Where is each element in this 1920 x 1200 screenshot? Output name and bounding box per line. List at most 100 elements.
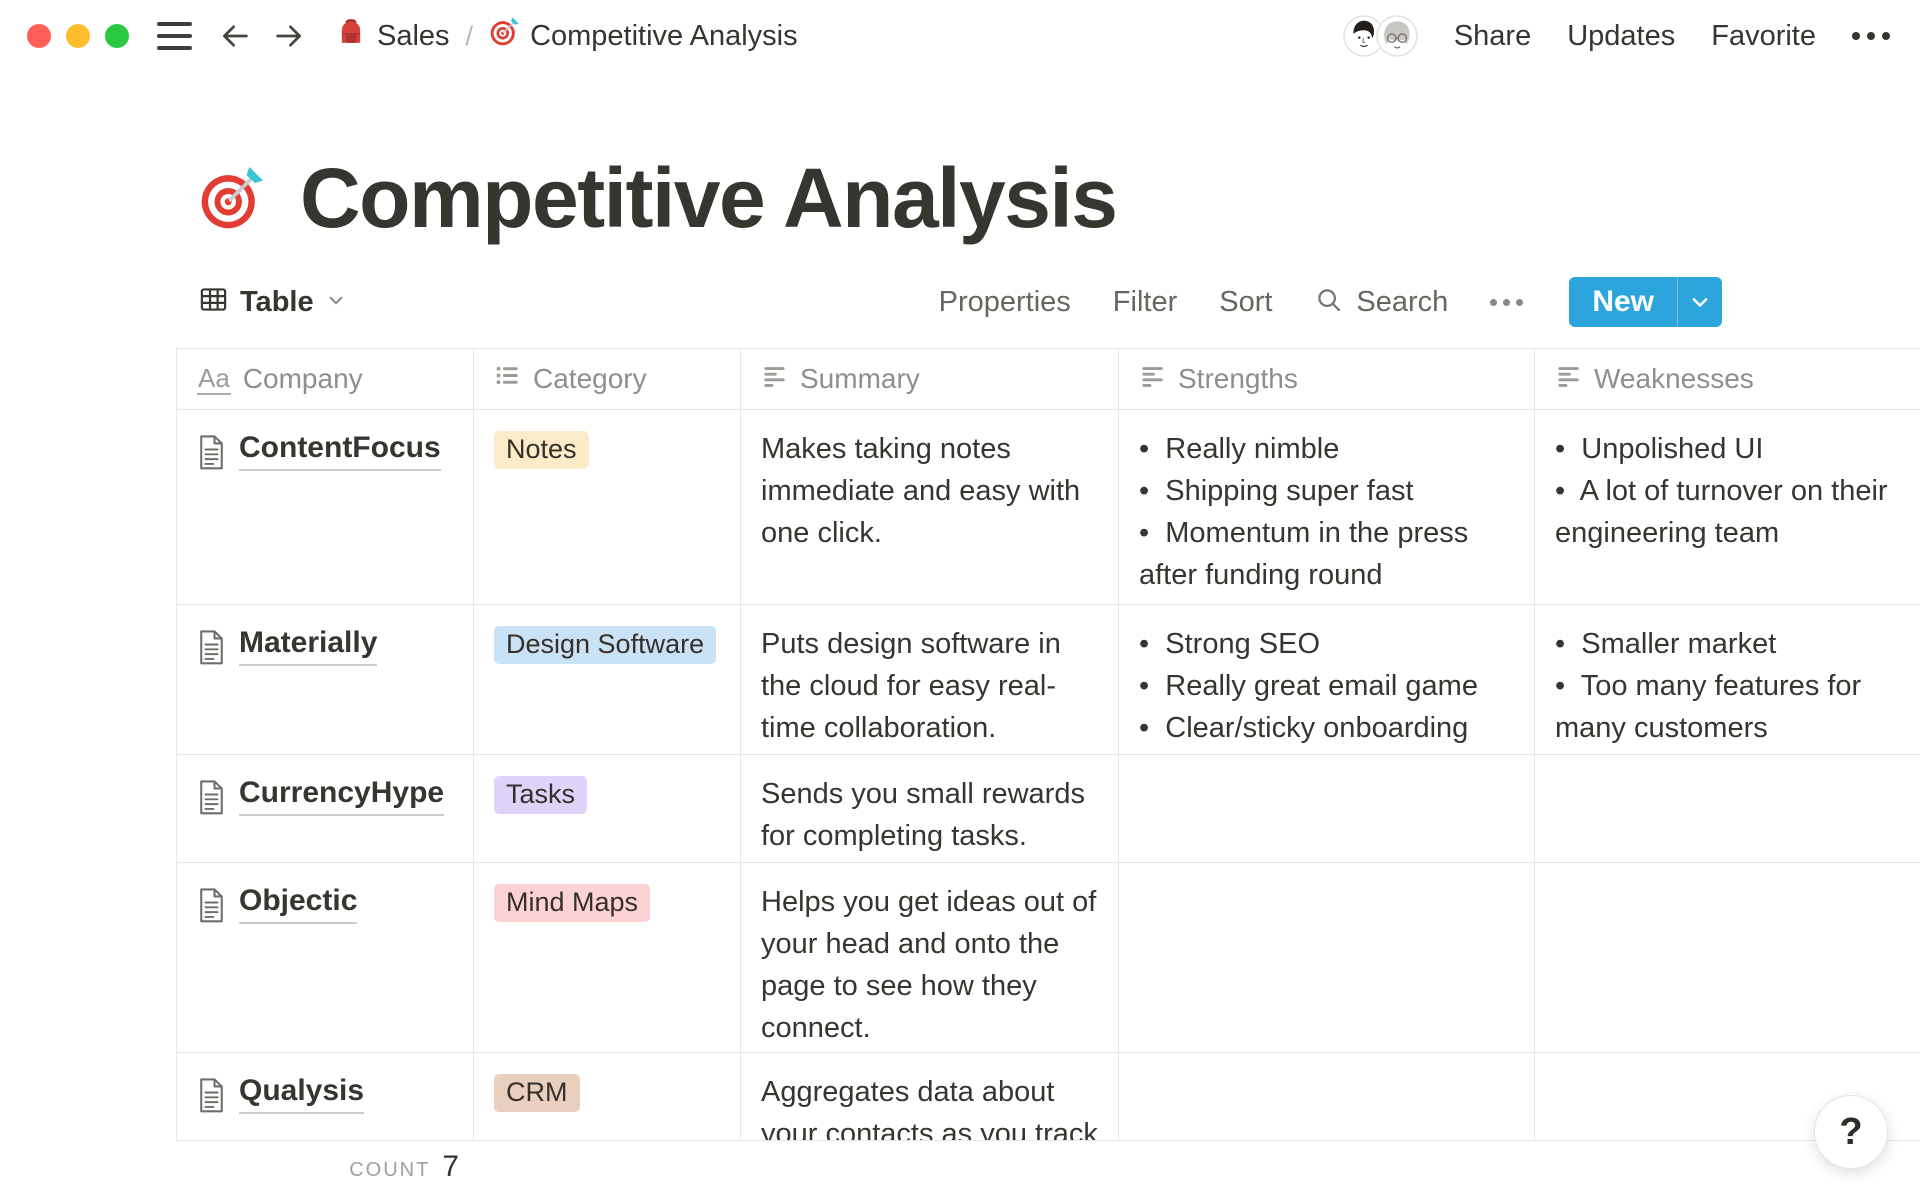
company-link[interactable]: Qualysis	[239, 1071, 365, 1114]
page-title[interactable]: Competitive Analysis	[300, 151, 1118, 245]
summary-cell[interactable]: Sends you small rewards for completing ta…	[741, 755, 1119, 862]
search-label: Search	[1356, 285, 1449, 318]
collaborator-avatars[interactable]	[1342, 15, 1418, 57]
share-button[interactable]: Share	[1453, 19, 1532, 52]
table-row[interactable]: ContentFocus Notes Makes taking notes imm…	[176, 410, 1920, 605]
strengths-cell[interactable]	[1119, 863, 1535, 1052]
help-button[interactable]: ?	[1814, 1095, 1888, 1169]
select-property-icon	[494, 362, 521, 396]
title-property-icon: Aa	[197, 362, 231, 395]
properties-button[interactable]: Properties	[938, 285, 1071, 318]
column-header-category[interactable]: Category	[474, 349, 741, 409]
company-link[interactable]: ContentFocus	[239, 428, 441, 471]
category-tag: Notes	[494, 431, 589, 469]
breadcrumb-item-sales[interactable]: Sales	[336, 17, 450, 55]
zoom-window-button[interactable]	[105, 24, 129, 48]
cell-text-line: • A lot of turnover on their	[1555, 475, 1888, 507]
updates-button[interactable]: Updates	[1567, 19, 1676, 52]
category-cell[interactable]: Notes	[474, 410, 741, 604]
cell-text-line: one click.	[761, 517, 882, 549]
table-view-icon	[198, 284, 229, 320]
cell-text-line: • Unpolished UI	[1555, 433, 1764, 465]
cell-text-line: Helps you get ideas out of	[761, 886, 1097, 918]
cell-text-line: for completing tasks.	[761, 820, 1027, 852]
category-cell[interactable]: Mind Maps	[474, 863, 741, 1052]
column-label: Category	[533, 363, 647, 394]
column-header-summary[interactable]: Summary	[741, 349, 1119, 409]
company-cell[interactable]: Qualysis	[177, 1053, 474, 1140]
company-link[interactable]: Materially	[239, 623, 378, 666]
cell-text-line: • Strong SEO	[1139, 628, 1321, 660]
summary-cell[interactable]: Puts design software in the cloud for eas…	[741, 605, 1119, 754]
cell-text-line: • Momentum in the press	[1139, 517, 1469, 549]
text-property-icon	[761, 362, 788, 396]
weaknesses-cell[interactable]	[1535, 755, 1920, 862]
view-switcher-table[interactable]: Table	[176, 284, 347, 320]
cell-text-line: page to see how they	[761, 970, 1037, 1002]
summary-cell[interactable]: Helps you get ideas out of your head and …	[741, 863, 1119, 1052]
weaknesses-cell[interactable]: • Smaller market • Too many features for m…	[1535, 605, 1920, 754]
cell-text-line: your head and onto the	[761, 928, 1060, 960]
close-window-button[interactable]	[27, 24, 51, 48]
weaknesses-cell[interactable]: • Unpolished UI • A lot of turnover on th…	[1535, 410, 1920, 604]
strengths-cell[interactable]	[1119, 755, 1535, 862]
filter-button[interactable]: Filter	[1112, 285, 1178, 318]
back-arrow-icon[interactable]	[218, 19, 252, 53]
cell-text-line: • Shipping super fast	[1139, 475, 1414, 507]
weaknesses-cell[interactable]	[1535, 863, 1920, 1052]
column-header-strengths[interactable]: Strengths	[1119, 349, 1535, 409]
minimize-window-button[interactable]	[66, 24, 90, 48]
page-emoji-target-icon[interactable]	[198, 166, 264, 232]
more-options-icon[interactable]	[1852, 32, 1890, 40]
text-property-icon	[1555, 362, 1582, 396]
forward-arrow-icon[interactable]	[272, 19, 306, 53]
company-cell[interactable]: Materially	[177, 605, 474, 754]
company-link[interactable]: CurrencyHype	[239, 773, 445, 816]
strengths-cell[interactable]: • Really nimble • Shipping super fast • Mo…	[1119, 410, 1535, 604]
calculation-count[interactable]: COUNT 7	[176, 1150, 473, 1184]
table-row[interactable]: Materially Design Software Puts design s…	[176, 605, 1920, 755]
column-label: Company	[242, 363, 363, 394]
summary-cell[interactable]: Aggregates data about your contacts as yo…	[741, 1053, 1119, 1140]
table-row[interactable]: Qualysis CRM Aggregates data about your c…	[176, 1053, 1920, 1141]
breadcrumb-item-current[interactable]: Competitive Analysis	[489, 17, 798, 55]
chevron-down-icon	[325, 289, 347, 316]
count-label: COUNT	[349, 1159, 431, 1181]
category-cell[interactable]: Tasks	[474, 755, 741, 862]
cell-text-line: many customers	[1555, 712, 1768, 744]
column-header-weaknesses[interactable]: Weaknesses	[1535, 349, 1920, 409]
category-cell[interactable]: Design Software	[474, 605, 741, 754]
new-dropdown-chevron-icon[interactable]	[1678, 277, 1722, 327]
table-row[interactable]: Objectic Mind Maps Helps you get ideas o…	[176, 863, 1920, 1053]
page-icon	[197, 630, 226, 677]
new-button-label[interactable]: New	[1592, 285, 1654, 318]
target-icon	[489, 17, 519, 55]
company-cell[interactable]: CurrencyHype	[177, 755, 474, 862]
column-header-company[interactable]: Aa Company	[177, 349, 474, 409]
company-cell[interactable]: ContentFocus	[177, 410, 474, 604]
summary-cell[interactable]: Makes taking notes immediate and easy wit…	[741, 410, 1119, 604]
category-cell[interactable]: CRM	[474, 1053, 741, 1140]
new-button[interactable]: New	[1569, 277, 1722, 327]
cell-text-line: Sends you small rewards	[761, 778, 1085, 810]
search-button[interactable]: Search	[1314, 285, 1448, 320]
cell-text-line: your contacts as you track	[761, 1118, 1098, 1140]
table-body: ContentFocus Notes Makes taking notes imm…	[176, 410, 1920, 1141]
cell-text-line: • Too many features for	[1555, 670, 1862, 702]
view-options-icon[interactable]	[1490, 298, 1524, 306]
window-controls	[27, 24, 129, 48]
sidebar-menu-icon[interactable]	[157, 22, 192, 50]
window-titlebar: Sales / Competitive Analysis	[0, 0, 1920, 72]
table-row[interactable]: CurrencyHype Tasks Sends you small rewar…	[176, 755, 1920, 863]
page-icon	[197, 1078, 226, 1125]
category-tag: Mind Maps	[494, 884, 651, 922]
company-link[interactable]: Objectic	[239, 881, 358, 924]
company-cell[interactable]: Objectic	[177, 863, 474, 1052]
cell-text-line: immediate and easy with	[761, 475, 1081, 507]
sort-button[interactable]: Sort	[1219, 285, 1273, 318]
strengths-cell[interactable]: • Strong SEO • Really great email game • C…	[1119, 605, 1535, 754]
strengths-cell[interactable]	[1119, 1053, 1535, 1140]
favorite-button[interactable]: Favorite	[1711, 19, 1816, 52]
text-property-icon	[1139, 362, 1166, 396]
search-icon	[1314, 285, 1344, 320]
